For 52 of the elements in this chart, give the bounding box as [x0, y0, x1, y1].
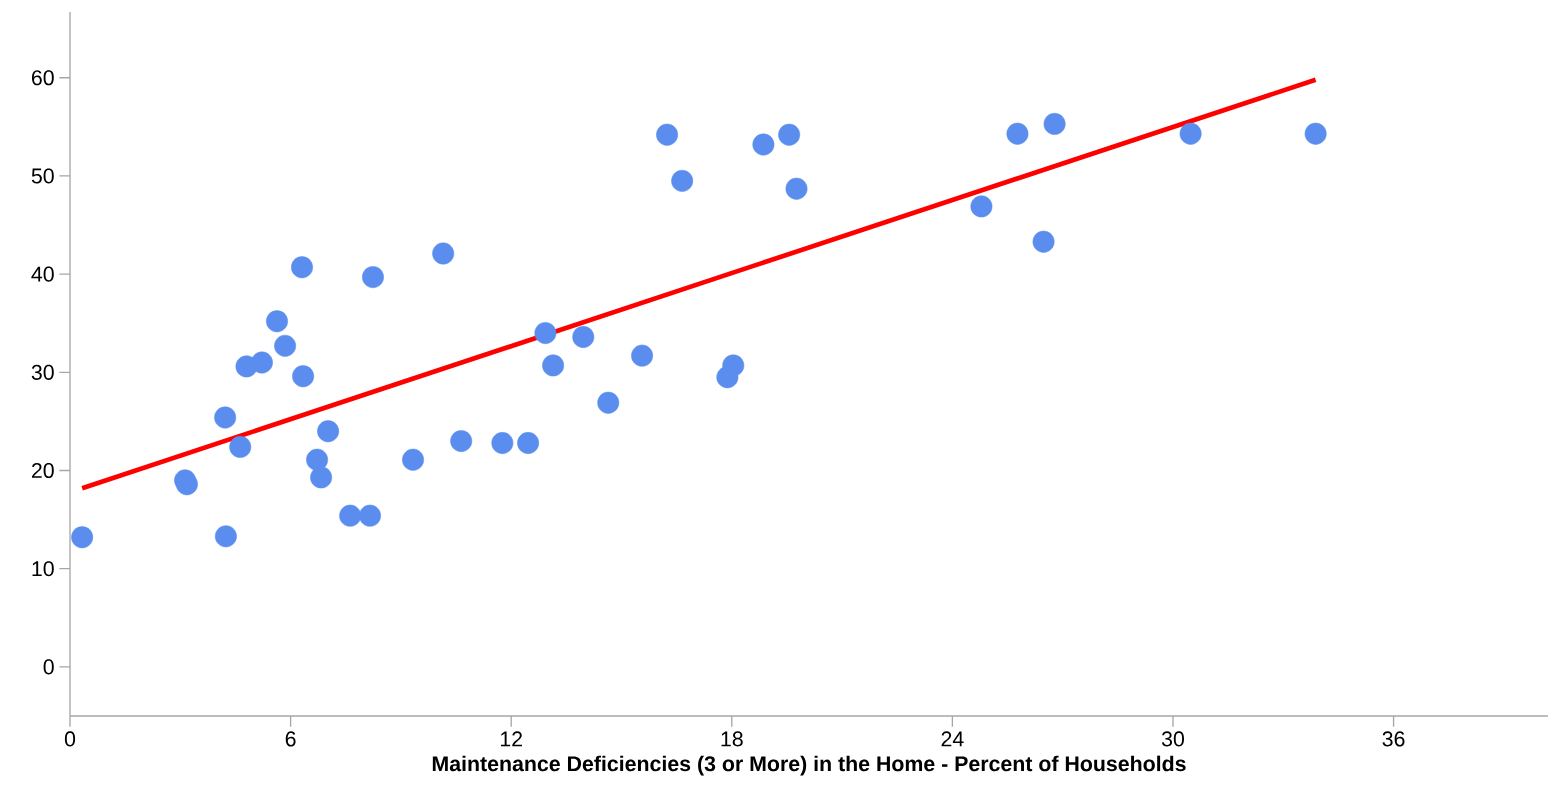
point	[274, 334, 297, 357]
point	[785, 177, 808, 200]
y-tick-label: 0	[43, 659, 54, 675]
point	[339, 504, 362, 527]
x-axis-title: Maintenance Deficiencies (3 or More) in the Home - Percent of Households	[432, 755, 1186, 776]
point	[310, 466, 333, 489]
point	[291, 256, 313, 279]
point	[402, 448, 424, 471]
point	[362, 266, 384, 289]
y-tick-label: 30	[31, 364, 54, 380]
x-tick-label: 18	[721, 731, 743, 747]
y-tick-label: 10	[32, 561, 54, 577]
y-tick-label: 20	[31, 462, 54, 479]
point	[250, 351, 273, 374]
point	[1304, 122, 1327, 145]
point	[306, 448, 329, 471]
point	[432, 242, 455, 265]
point	[631, 344, 654, 367]
x-tick-label: 36	[1382, 731, 1405, 747]
point	[450, 430, 473, 452]
point	[1043, 112, 1066, 135]
point	[266, 310, 288, 333]
point	[214, 406, 237, 429]
point	[534, 322, 557, 344]
point	[1006, 122, 1029, 145]
point	[214, 525, 237, 548]
point	[542, 354, 565, 377]
point	[317, 420, 340, 443]
y-tick-label: 50	[31, 168, 54, 184]
point	[517, 432, 540, 454]
point	[491, 432, 514, 454]
point	[597, 391, 620, 414]
y-tick-label: 40	[31, 266, 54, 282]
point	[722, 354, 745, 377]
point	[572, 326, 595, 348]
point	[752, 133, 775, 156]
point	[359, 504, 381, 527]
point	[778, 123, 801, 146]
point	[1179, 122, 1202, 145]
x-tick-label: 12	[500, 731, 522, 747]
point	[292, 365, 315, 388]
point	[671, 169, 694, 192]
point	[229, 436, 252, 458]
y-tick-label: 60	[31, 70, 54, 86]
x-tick-label: 6	[285, 731, 296, 747]
point	[71, 526, 94, 549]
point	[970, 195, 993, 218]
x-tick-label: 24	[941, 731, 964, 747]
point	[1032, 230, 1055, 253]
x-tick-label: 0	[64, 731, 76, 747]
point	[656, 123, 679, 146]
x-tick-label: 30	[1161, 731, 1184, 747]
